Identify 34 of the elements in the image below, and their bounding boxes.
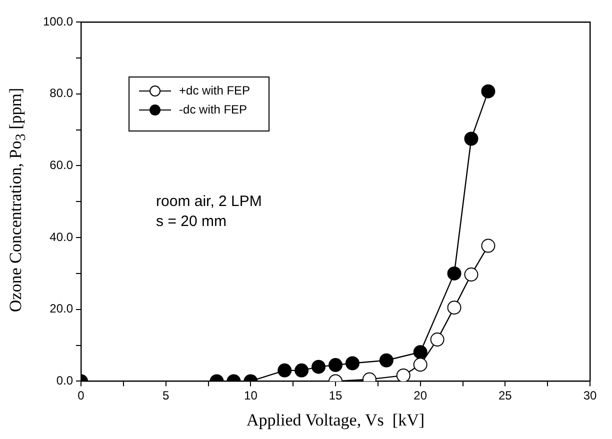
point [430, 332, 444, 347]
x-tick-label: 5 [162, 388, 170, 403]
point [278, 363, 292, 378]
x-tick-label: 25 [498, 388, 512, 403]
point [464, 132, 478, 146]
point [413, 345, 428, 360]
y-tick-label: 100.0 [43, 14, 74, 28]
y-tick-label: 80.0 [50, 86, 74, 100]
y-tick-label: 20.0 [50, 302, 74, 316]
legend-label: +dc with FEP [179, 83, 250, 98]
point [312, 360, 326, 374]
x-tick-label: 30 [583, 388, 597, 403]
y-tick-label: 40.0 [50, 230, 74, 244]
x-axis-title: Applied Voltage, Vs [kV] [246, 410, 425, 430]
x-tick-label: 20 [414, 388, 428, 403]
point [447, 266, 462, 280]
y-tick-label: 0.0 [56, 374, 74, 388]
x-tick-label: 10 [244, 388, 258, 403]
legend-label: -dc with FEP [179, 102, 248, 116]
point [464, 268, 478, 282]
point [294, 363, 309, 378]
point [413, 358, 428, 372]
point [481, 84, 496, 98]
point [396, 368, 410, 382]
point [379, 353, 394, 368]
annotation: s = 20 mm [156, 213, 226, 230]
x-tick-label: 15 [328, 388, 343, 403]
y-tick-label: 60.0 [50, 158, 74, 172]
x-tick-label: 0 [78, 388, 85, 403]
point [481, 238, 496, 253]
point [447, 300, 462, 315]
annotation: room air, 2 LPM [156, 193, 262, 210]
point [328, 358, 343, 372]
point [345, 356, 360, 370]
